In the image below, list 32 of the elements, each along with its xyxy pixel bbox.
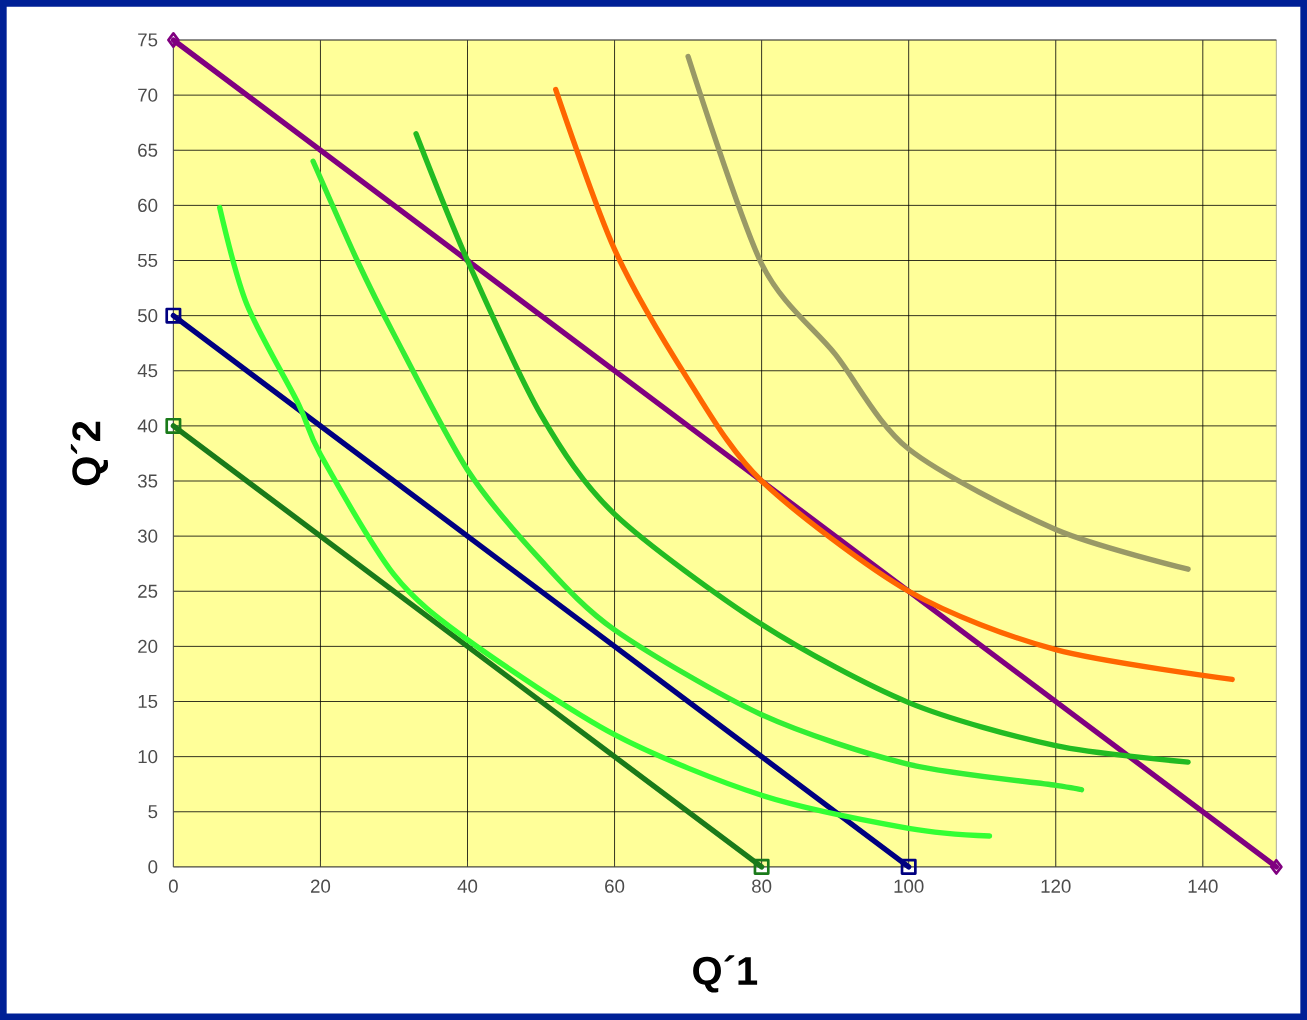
y-tick-label: 20 bbox=[138, 639, 158, 653]
point bbox=[900, 858, 917, 875]
x-tick-label: 100 bbox=[894, 879, 924, 893]
y-tick-label: 45 bbox=[137, 364, 158, 378]
x-tick-label: 80 bbox=[752, 879, 772, 893]
x-tick-label: 120 bbox=[1041, 879, 1071, 893]
y-tick-label: 55 bbox=[137, 253, 158, 267]
y-tick-label: 65 bbox=[138, 143, 158, 157]
y-tick-label: 70 bbox=[138, 88, 158, 102]
y-tick-label: 0 bbox=[148, 860, 158, 874]
y-tick-label: 10 bbox=[138, 749, 158, 764]
point bbox=[167, 31, 180, 48]
y-tick-label: 5 bbox=[148, 805, 158, 819]
x-tick-label: 20 bbox=[311, 879, 331, 893]
x-tick-label: 60 bbox=[605, 879, 625, 893]
point bbox=[1269, 858, 1283, 875]
y-tick-label: 35 bbox=[137, 474, 158, 488]
y-tick-label: 15 bbox=[138, 694, 158, 708]
x-axis-title: Q´1 bbox=[693, 955, 758, 993]
y-tick-label: 75 bbox=[138, 33, 158, 47]
x-tick-label: 140 bbox=[1188, 879, 1218, 893]
point bbox=[753, 858, 770, 875]
y-tick-label: 30 bbox=[137, 529, 158, 543]
y-tick-label: 40 bbox=[137, 419, 158, 433]
y-tick-label: 25 bbox=[138, 584, 158, 598]
point bbox=[165, 307, 182, 324]
point bbox=[165, 417, 182, 434]
x-tick-label: 40 bbox=[457, 879, 478, 893]
y-axis-title: Q´2 bbox=[70, 421, 109, 486]
y-tick-label: 60 bbox=[138, 198, 158, 212]
y-tick-label: 50 bbox=[137, 308, 158, 323]
x-tick-label: 0 bbox=[168, 879, 178, 893]
